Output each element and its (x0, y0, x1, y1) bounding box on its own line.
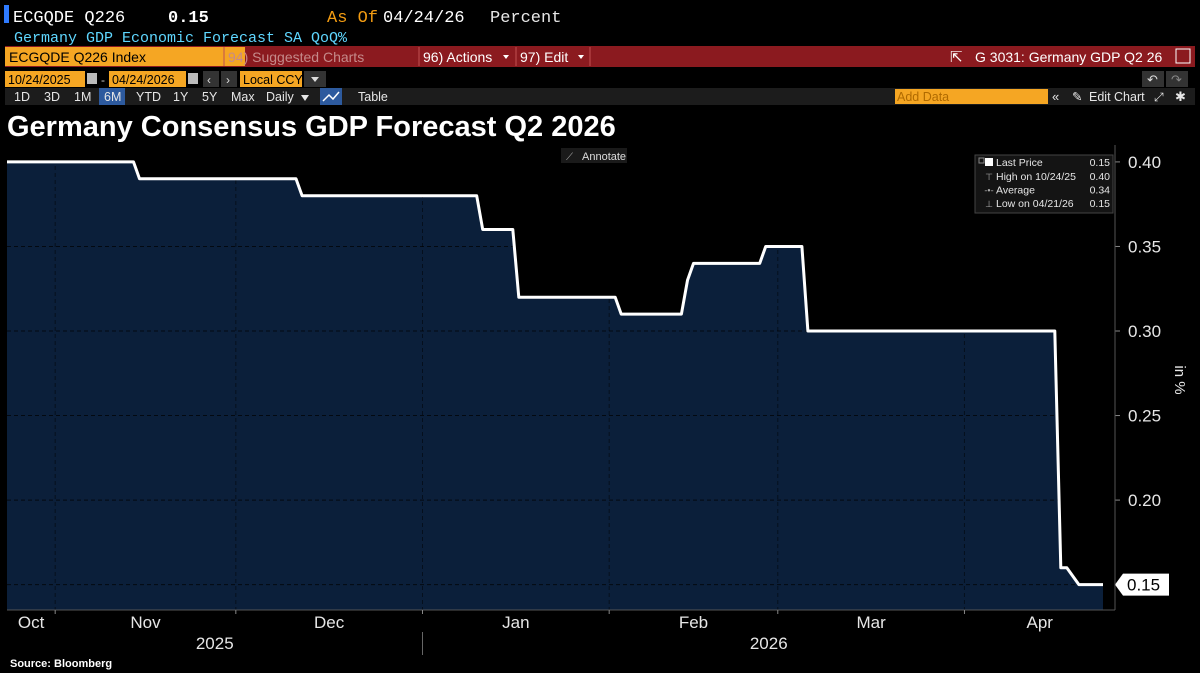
x-tick-label: Mar (856, 613, 886, 632)
tools-icon[interactable]: ⤢ (1153, 90, 1164, 104)
period-button[interactable]: 3D (44, 90, 60, 104)
units: Percent (490, 9, 561, 28)
open-icon[interactable]: ⇱ (950, 49, 963, 66)
legend-icon: ⊤ (985, 172, 993, 182)
legend-swatch (985, 158, 993, 166)
area (7, 161, 1103, 610)
command-bar (5, 46, 1195, 67)
currency-field[interactable] (240, 71, 302, 87)
y-tick-label: 0.25 (1128, 407, 1161, 426)
legend-value: 0.15 (1090, 157, 1111, 169)
ticker-marker (4, 5, 9, 23)
legend-icon: -•- (984, 186, 993, 196)
last-value-tag (1115, 573, 1169, 596)
next-button[interactable] (221, 71, 237, 87)
chart-name: G 3031: Germany GDP Q2 26 (975, 49, 1162, 65)
legend-box (974, 154, 1114, 214)
start-date: 10/24/2025 (8, 73, 71, 87)
dropdown-arrow (311, 77, 319, 82)
calendar-icon[interactable] (188, 73, 198, 84)
calendar-icon[interactable] (87, 73, 97, 84)
y-axis-label: in % (1171, 365, 1188, 394)
annotate-label: Annotate (582, 151, 626, 163)
end-date: 04/24/2026 (112, 73, 175, 87)
period-button[interactable]: YTD (136, 90, 161, 104)
period-button[interactable]: 5Y (202, 90, 218, 104)
legend-icon: ⊥ (985, 199, 993, 209)
period-button[interactable]: 6M (104, 90, 121, 104)
currency: Local CCY (243, 73, 303, 87)
period-button[interactable]: 1D (14, 90, 30, 104)
x-tick-label: Feb (679, 613, 708, 632)
date-separator: - (101, 73, 105, 87)
next-icon: › (226, 73, 230, 87)
chart-title: Germany Consensus GDP Forecast Q2 2026 (7, 111, 616, 143)
last-value: 0.15 (168, 9, 209, 28)
menu-arrow (578, 55, 584, 59)
y-tick-label: 0.20 (1128, 491, 1161, 510)
edit-chart-button[interactable]: Edit Chart (1089, 90, 1145, 104)
period-button[interactable]: Daily (266, 90, 295, 104)
legend-value: 0.34 (1090, 185, 1111, 197)
window-icon[interactable] (1175, 48, 1191, 64)
x-tick-label: Nov (130, 613, 161, 632)
year-label: 2025 (196, 634, 234, 653)
line-chart-icon (322, 91, 340, 102)
start-date-field[interactable] (5, 71, 85, 87)
legend-value: 0.15 (1090, 198, 1111, 210)
annotate-icon: ⟋ (566, 152, 573, 163)
x-tick-label: Jan (502, 613, 529, 632)
settings-icon[interactable]: ✱ (1175, 89, 1186, 104)
y-tick-label: 0.35 (1128, 237, 1161, 256)
menu-item[interactable]: 97) Edit (520, 49, 568, 65)
source: Source: Bloomberg (10, 658, 112, 670)
legend-label: High on 10/24/25 (996, 171, 1076, 183)
line (7, 160, 1103, 587)
legend-label: Average (996, 185, 1035, 197)
ticker: ECGQDE Q226 (13, 9, 125, 28)
add-data: Add Data (897, 90, 949, 104)
add-data-field[interactable] (895, 89, 1048, 104)
legend-label: Low on 04/21/26 (996, 198, 1074, 210)
redo-button[interactable] (1166, 71, 1188, 87)
as-of-label: As Of (327, 9, 378, 28)
legend-collapse[interactable] (978, 157, 985, 164)
security-field[interactable] (5, 47, 245, 66)
menu-item[interactable]: 94) Suggested Charts (228, 49, 364, 65)
y-tick-label: 0.30 (1128, 322, 1161, 341)
as-of-date: 04/24/26 (383, 9, 465, 28)
x-tick-label: Oct (18, 613, 45, 632)
legend-label: Last Price (996, 157, 1043, 169)
undo-icon: ↶ (1147, 72, 1158, 87)
year-label: 2026 (750, 634, 788, 653)
description: Germany GDP Economic Forecast SA QoQ% (14, 30, 348, 47)
period-button[interactable]: 1Y (173, 90, 189, 104)
table-button[interactable]: Table (358, 90, 388, 104)
redo-icon: ↷ (1171, 72, 1182, 87)
undo-button[interactable] (1142, 71, 1164, 87)
last-value-label: 0.15 (1127, 576, 1160, 595)
edit-icon: ✎ (1072, 90, 1082, 104)
prev-icon: ‹ (207, 73, 211, 87)
annotate-button[interactable] (561, 148, 627, 163)
prev-button[interactable] (203, 71, 219, 87)
x-tick-label: Apr (1026, 613, 1053, 632)
collapse-icon[interactable]: « (1052, 89, 1059, 104)
legend-value: 0.40 (1090, 171, 1111, 183)
x-tick-label: Dec (314, 613, 345, 632)
menu-item[interactable]: 96) Actions (423, 49, 492, 65)
period-button[interactable]: Max (231, 90, 255, 104)
period-selected (99, 88, 125, 105)
frequency-arrow (301, 95, 309, 101)
menu-arrow (503, 55, 509, 59)
end-date-field[interactable] (109, 71, 186, 87)
period-button[interactable]: 1M (74, 90, 91, 104)
y-tick-label: 0.40 (1128, 153, 1161, 172)
security: ECGQDE Q226 Index (9, 49, 146, 65)
